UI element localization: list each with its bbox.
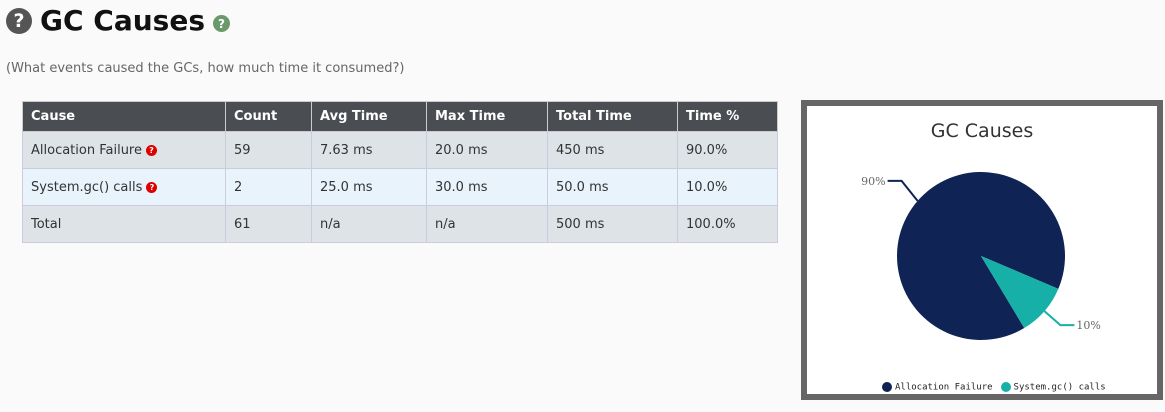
col-time-pct: Time % — [677, 101, 778, 132]
gc-causes-table: Cause Count Avg Time Max Time Total Time… — [22, 101, 778, 243]
cell-total: 500 ms — [547, 205, 678, 243]
question-circle-icon[interactable]: ? — [6, 7, 32, 34]
cell-total: 450 ms — [547, 131, 678, 169]
pie-label: 10% — [1076, 319, 1100, 332]
pie-chart: 90% 10% — [861, 172, 1101, 341]
pie-label-line — [887, 179, 919, 202]
pie-label-line — [1043, 310, 1075, 327]
cell-avg: n/a — [311, 205, 427, 243]
cell-max: 20.0 ms — [426, 131, 548, 169]
cell-count: 61 — [225, 205, 312, 243]
cell-cause: System.gc() calls? — [22, 168, 226, 206]
cell-count: 2 — [225, 168, 312, 206]
legend-dot-icon — [1000, 382, 1011, 392]
chart-panel: GC Causes 90% 10% Allocation Failure Syst… — [801, 100, 1163, 400]
chart-legend: Allocation Failure System.gc() calls — [882, 382, 1106, 393]
pie-slice[interactable] — [981, 256, 1059, 329]
cell-count: 59 — [225, 131, 312, 169]
cell-avg: 25.0 ms — [311, 168, 427, 206]
page-header: ? GC Causes ? — [6, 4, 230, 37]
cell-pct: 10.0% — [677, 168, 778, 206]
pie-label: 90% — [861, 175, 885, 188]
col-cause: Cause — [22, 101, 226, 132]
table-row: Allocation Failure? 59 7.63 ms 20.0 ms 450 m… — [22, 131, 778, 169]
help-icon[interactable]: ? — [146, 144, 157, 156]
col-total-time: Total Time — [547, 101, 678, 132]
legend-item-system-gc[interactable]: System.gc() calls — [1000, 382, 1106, 393]
cell-max: 30.0 ms — [426, 168, 548, 206]
page-subtitle: (What events caused the GCs, how much ti… — [6, 61, 405, 76]
chart-title: GC Causes — [930, 120, 1034, 142]
cell-max: n/a — [426, 205, 548, 243]
col-count: Count — [225, 101, 312, 132]
pie-slice[interactable] — [897, 172, 1065, 341]
cell-cause: Allocation Failure? — [22, 131, 226, 169]
col-avg-time: Avg Time — [311, 101, 427, 132]
cell-pct: 100.0% — [677, 205, 778, 243]
help-icon[interactable]: ? — [146, 181, 158, 193]
legend-item-allocation-failure[interactable]: Allocation Failure — [882, 382, 993, 393]
cell-avg: 7.63 ms — [311, 131, 427, 169]
col-max-time: Max Time — [426, 101, 548, 132]
page-title: GC Causes — [40, 4, 205, 37]
cell-cause: Total — [22, 205, 226, 243]
cell-pct: 90.0% — [677, 131, 778, 169]
cell-total: 50.0 ms — [547, 168, 678, 206]
legend-dot-icon — [882, 382, 892, 392]
table-row: System.gc() calls? 2 25.0 ms 30.0 ms 50.0 ms… — [22, 168, 778, 206]
help-icon[interactable]: ? — [212, 15, 230, 32]
table-row: Total 61 n/a n/a 500 ms 100.0% — [22, 205, 778, 243]
